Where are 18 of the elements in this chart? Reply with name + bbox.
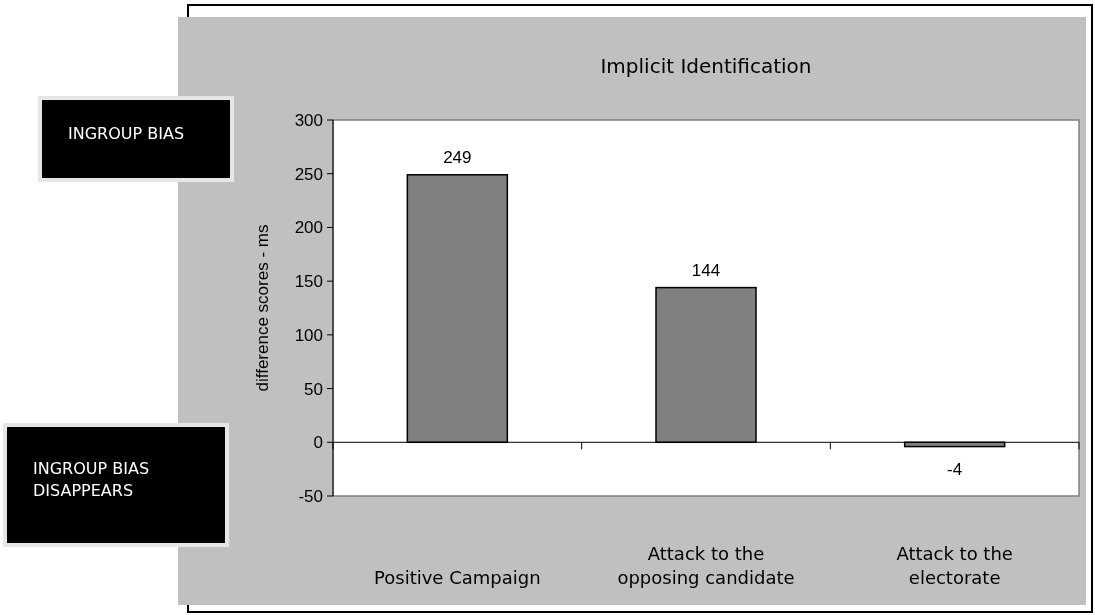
y-tick-label: -50: [298, 486, 323, 506]
x-tick-label: Attack to the opposing candidate: [617, 543, 795, 588]
y-tick-label: 200: [294, 218, 323, 238]
y-tick-label: 250: [294, 164, 323, 184]
data-label: 249: [443, 147, 472, 167]
y-tick-label: 0: [313, 433, 323, 453]
y-tick-label: 300: [294, 110, 323, 130]
y-tick-label: 100: [294, 325, 323, 345]
x-tick-label: Positive Campaign: [374, 567, 541, 588]
y-tick-label: 150: [294, 272, 323, 292]
text: INGROUP BIAS DISAPPEARS: [33, 459, 150, 500]
y-axis-title: difference scores - ms: [253, 224, 272, 392]
chart-title: Implicit Identification: [600, 54, 812, 78]
data-label: 144: [691, 260, 721, 280]
y-tick-label: 50: [304, 379, 323, 399]
x-tick-label: Attack to the electorate: [896, 543, 1013, 588]
text: INGROUP BIAS: [68, 124, 185, 143]
data-label: -4: [947, 459, 963, 479]
